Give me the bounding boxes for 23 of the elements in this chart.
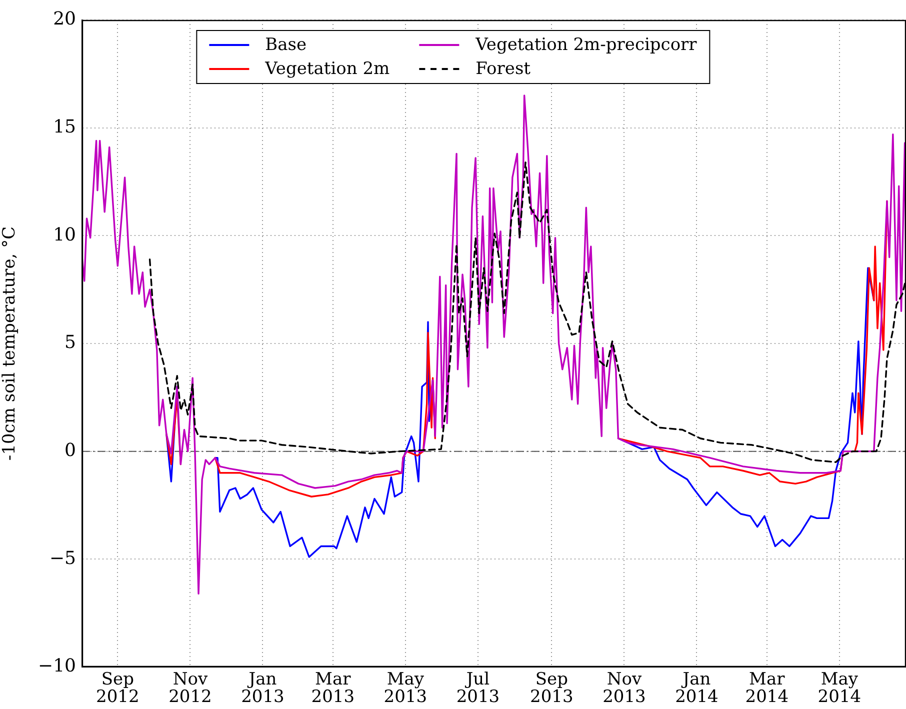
- y-tick-label: −5: [49, 548, 76, 569]
- legend-label: Vegetation 2m-precipcorr: [476, 35, 697, 55]
- x-tick-label: Mar 2013: [311, 669, 355, 708]
- x-tick-label: Nov 2013: [602, 669, 646, 708]
- x-tick-label: Jul 2013: [456, 669, 500, 708]
- x-tick-label: Jan 2013: [241, 669, 284, 708]
- y-tick-label: 20: [53, 8, 76, 30]
- x-tick-label: May 2014: [818, 669, 862, 708]
- x-tick-label: Sep 2012: [96, 669, 140, 708]
- y-tick-label: 5: [64, 332, 76, 354]
- legend-label: Base: [265, 35, 307, 55]
- y-tick-label: −10: [38, 656, 76, 677]
- x-tick-label: Mar 2014: [745, 669, 789, 708]
- x-tick-label: Nov 2012: [168, 669, 212, 708]
- legend-label: Vegetation 2m: [265, 59, 390, 79]
- x-tick-label: May 2013: [384, 669, 428, 708]
- y-axis-title: -10cm soil temperature, °C: [0, 226, 20, 461]
- y-tick-label: 10: [53, 224, 76, 246]
- x-tick-label: Jan 2014: [675, 669, 718, 708]
- y-tick-label: 0: [64, 440, 76, 462]
- y-tick-label: 15: [53, 116, 76, 138]
- x-tick-label: Sep 2013: [530, 669, 574, 708]
- legend-label: Forest: [476, 59, 531, 79]
